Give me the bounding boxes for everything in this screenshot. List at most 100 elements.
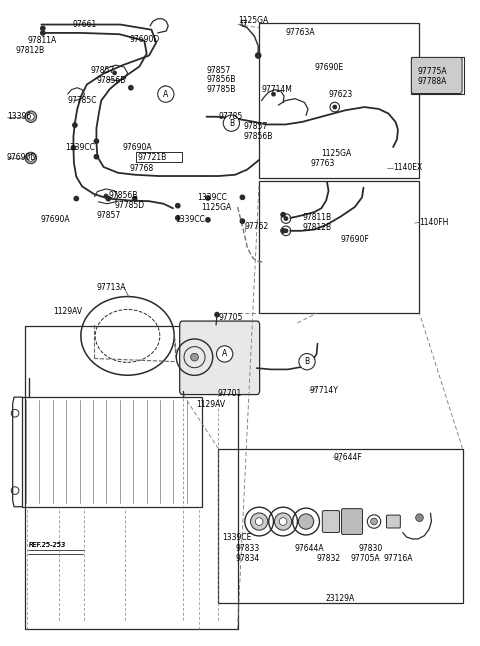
Text: 97812B: 97812B bbox=[302, 223, 331, 232]
Ellipse shape bbox=[162, 85, 168, 91]
Text: REF.25-253: REF.25-253 bbox=[28, 543, 65, 548]
Ellipse shape bbox=[275, 513, 292, 530]
Text: 97833: 97833 bbox=[235, 544, 260, 553]
Text: 1339CC: 1339CC bbox=[175, 215, 205, 224]
Text: 97856B: 97856B bbox=[206, 76, 236, 85]
Text: 97832: 97832 bbox=[317, 554, 341, 563]
Ellipse shape bbox=[251, 513, 268, 530]
Ellipse shape bbox=[175, 215, 180, 221]
Text: 97762: 97762 bbox=[245, 222, 269, 231]
Text: 97856B: 97856B bbox=[108, 191, 138, 200]
Ellipse shape bbox=[255, 517, 263, 525]
Ellipse shape bbox=[191, 353, 198, 361]
Text: 97857: 97857 bbox=[91, 66, 115, 75]
Text: 97701: 97701 bbox=[217, 390, 242, 399]
Ellipse shape bbox=[72, 122, 78, 128]
Ellipse shape bbox=[71, 145, 76, 151]
Ellipse shape bbox=[216, 346, 233, 362]
Ellipse shape bbox=[240, 218, 245, 224]
Ellipse shape bbox=[27, 113, 34, 120]
Ellipse shape bbox=[332, 105, 337, 109]
Text: 1125GA: 1125GA bbox=[238, 16, 268, 25]
Text: 97857: 97857 bbox=[96, 211, 120, 220]
Text: 97830: 97830 bbox=[359, 544, 383, 553]
Text: 97705: 97705 bbox=[218, 313, 243, 322]
FancyBboxPatch shape bbox=[323, 510, 339, 532]
Text: 1125GA: 1125GA bbox=[322, 149, 352, 158]
Text: 23129A: 23129A bbox=[326, 594, 355, 603]
Text: 1339CC: 1339CC bbox=[65, 143, 95, 152]
Ellipse shape bbox=[94, 154, 99, 160]
Text: 97785D: 97785D bbox=[115, 200, 145, 209]
Ellipse shape bbox=[255, 52, 262, 59]
Ellipse shape bbox=[371, 518, 377, 525]
Text: 97785B: 97785B bbox=[206, 85, 236, 94]
Text: 97714M: 97714M bbox=[262, 85, 292, 94]
Text: 97811B: 97811B bbox=[302, 213, 331, 222]
Text: B: B bbox=[304, 357, 310, 366]
Text: 97716A: 97716A bbox=[384, 554, 413, 563]
FancyBboxPatch shape bbox=[411, 57, 462, 94]
Ellipse shape bbox=[132, 196, 138, 202]
Text: 97714Y: 97714Y bbox=[310, 386, 338, 395]
Ellipse shape bbox=[104, 194, 108, 198]
Text: 97713A: 97713A bbox=[96, 283, 126, 292]
Ellipse shape bbox=[205, 217, 211, 223]
Text: 97857: 97857 bbox=[244, 122, 268, 131]
Ellipse shape bbox=[25, 152, 36, 163]
Text: 97705A: 97705A bbox=[350, 554, 380, 563]
Text: 1339CC: 1339CC bbox=[197, 193, 227, 202]
Text: 97690A: 97690A bbox=[123, 143, 152, 152]
Ellipse shape bbox=[128, 85, 134, 90]
Ellipse shape bbox=[205, 195, 211, 201]
Text: 1140EX: 1140EX bbox=[393, 163, 422, 172]
Ellipse shape bbox=[40, 26, 46, 31]
Ellipse shape bbox=[106, 196, 111, 202]
Text: REF.25-253: REF.25-253 bbox=[28, 543, 66, 548]
Ellipse shape bbox=[279, 517, 287, 525]
Ellipse shape bbox=[27, 154, 34, 162]
Ellipse shape bbox=[40, 30, 46, 36]
Text: B: B bbox=[229, 119, 234, 128]
Ellipse shape bbox=[73, 196, 79, 202]
Text: 97785C: 97785C bbox=[68, 96, 97, 105]
Text: 1140FH: 1140FH bbox=[420, 218, 449, 227]
Text: 97768: 97768 bbox=[130, 164, 154, 172]
Text: 1129AV: 1129AV bbox=[196, 401, 225, 410]
Text: 1339CE: 1339CE bbox=[222, 532, 251, 541]
Text: 97857: 97857 bbox=[206, 66, 231, 75]
Ellipse shape bbox=[416, 514, 423, 521]
Text: 97623: 97623 bbox=[328, 90, 353, 99]
Text: 1125GA: 1125GA bbox=[201, 203, 231, 212]
Text: 13396: 13396 bbox=[7, 112, 31, 121]
Ellipse shape bbox=[299, 514, 314, 529]
Text: 97690E: 97690E bbox=[314, 63, 343, 72]
Ellipse shape bbox=[280, 228, 286, 234]
Ellipse shape bbox=[214, 312, 220, 317]
Ellipse shape bbox=[299, 353, 315, 370]
Text: 97775A: 97775A bbox=[417, 67, 447, 76]
Text: 97811A: 97811A bbox=[27, 36, 56, 45]
Text: A: A bbox=[163, 90, 168, 99]
Text: 97661: 97661 bbox=[72, 20, 96, 29]
Ellipse shape bbox=[240, 219, 245, 224]
Text: 97812B: 97812B bbox=[15, 47, 44, 56]
Ellipse shape bbox=[284, 216, 288, 221]
Text: 97644F: 97644F bbox=[333, 453, 362, 462]
Text: 97856B: 97856B bbox=[96, 76, 126, 85]
Text: 97721B: 97721B bbox=[137, 153, 167, 162]
Text: 97644A: 97644A bbox=[294, 544, 324, 553]
Ellipse shape bbox=[157, 86, 174, 102]
FancyBboxPatch shape bbox=[341, 508, 362, 534]
FancyBboxPatch shape bbox=[386, 515, 400, 528]
Text: 97763A: 97763A bbox=[286, 28, 315, 37]
Text: 97690D: 97690D bbox=[130, 35, 160, 44]
Ellipse shape bbox=[112, 70, 117, 76]
Text: 97785: 97785 bbox=[218, 112, 243, 121]
Ellipse shape bbox=[175, 203, 180, 209]
Ellipse shape bbox=[94, 138, 99, 144]
Ellipse shape bbox=[280, 212, 286, 218]
Text: 1129AV: 1129AV bbox=[53, 307, 83, 316]
Text: 97690D: 97690D bbox=[7, 154, 37, 163]
FancyBboxPatch shape bbox=[180, 321, 260, 395]
